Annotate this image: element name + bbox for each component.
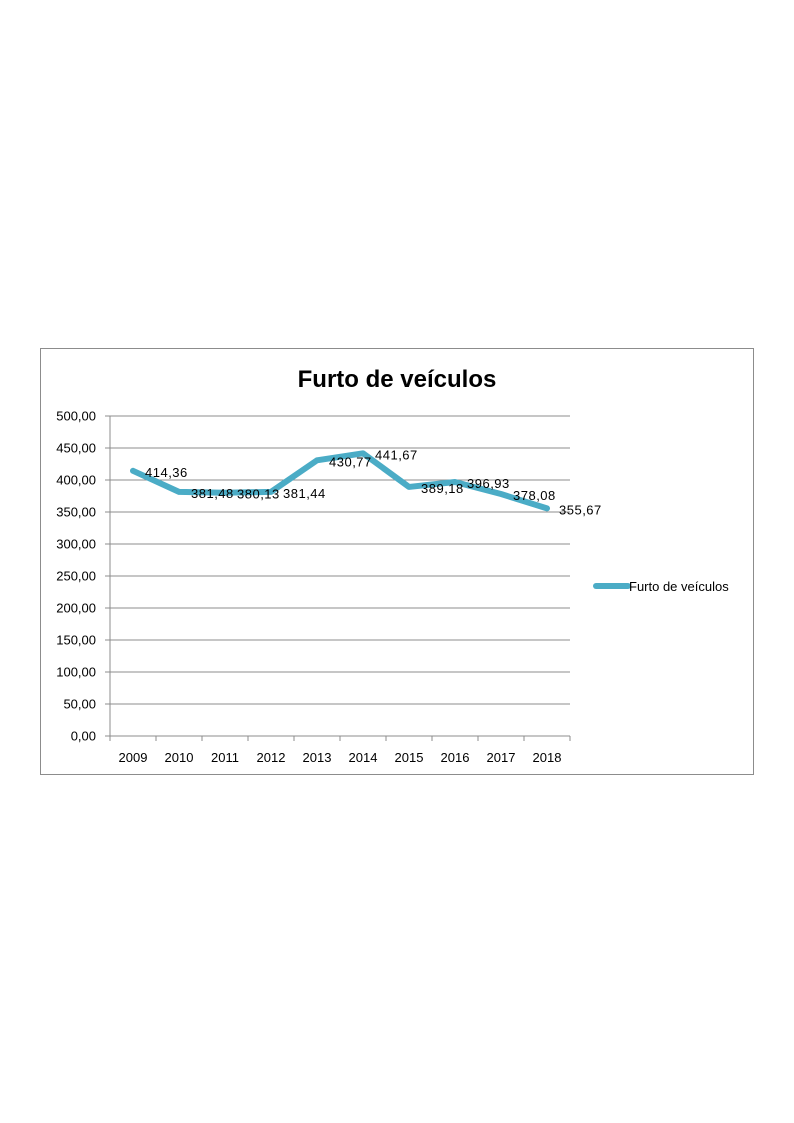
x-tick-label: 2012 bbox=[257, 750, 286, 765]
x-tick-label: 2013 bbox=[303, 750, 332, 765]
legend-label: Furto de veículos bbox=[629, 579, 729, 594]
data-label: 441,67 bbox=[375, 447, 418, 462]
data-label: 430,77 bbox=[329, 454, 372, 469]
x-tick-label: 2016 bbox=[441, 750, 470, 765]
data-label: 414,36 bbox=[145, 465, 188, 480]
x-tick-label: 2009 bbox=[119, 750, 148, 765]
y-tick-label: 250,00 bbox=[56, 569, 96, 584]
y-tick-label: 150,00 bbox=[56, 633, 96, 648]
y-tick-label: 400,00 bbox=[56, 473, 96, 488]
data-label: 381,48 bbox=[191, 486, 234, 501]
y-tick-label: 500,00 bbox=[56, 409, 96, 424]
data-label: 381,44 bbox=[283, 486, 326, 501]
data-label: 355,67 bbox=[559, 502, 602, 517]
x-tick-label: 2011 bbox=[211, 750, 239, 765]
y-tick-label: 350,00 bbox=[56, 505, 96, 520]
x-tick-label: 2015 bbox=[395, 750, 424, 765]
y-tick-label: 200,00 bbox=[56, 601, 96, 616]
data-label: 396,93 bbox=[467, 476, 510, 491]
x-tick-label: 2018 bbox=[533, 750, 562, 765]
x-tick-label: 2017 bbox=[487, 750, 516, 765]
chart-title: Furto de veículos bbox=[298, 366, 497, 393]
line-chart: Furto de veículos 0,00 50,00 100,00 150,00 2… bbox=[56, 366, 729, 765]
data-label: 389,18 bbox=[421, 481, 464, 496]
y-tick-label: 300,00 bbox=[56, 537, 96, 552]
y-tick-label: 100,00 bbox=[56, 665, 96, 680]
y-tick-label: 50,00 bbox=[63, 697, 96, 712]
x-tick-label: 2014 bbox=[349, 750, 378, 765]
chart-frame: Furto de veículos 0,00 50,00 100,00 150,00 2… bbox=[40, 348, 754, 775]
data-label: 380,13 bbox=[237, 487, 280, 502]
data-label: 378,08 bbox=[513, 488, 556, 503]
x-tick-label: 2010 bbox=[165, 750, 194, 765]
y-tick-label: 450,00 bbox=[56, 441, 96, 456]
series-line bbox=[130, 450, 550, 512]
y-tick-label: 0,00 bbox=[71, 729, 96, 744]
